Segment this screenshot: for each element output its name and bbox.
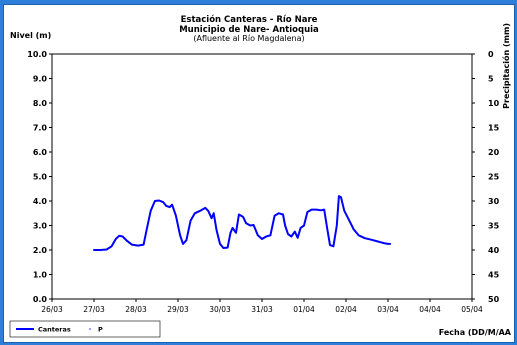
x-tick-label: 31/03 — [251, 305, 273, 314]
chart-panel: Estación Canteras - Río Nare Municipio d… — [3, 4, 515, 343]
x-tick-label: 30/03 — [209, 305, 231, 314]
chart-title: Estación Canteras - Río Nare — [181, 14, 318, 25]
y-tick-label: 9.0 — [33, 75, 48, 84]
x-tick-label: 04/04 — [419, 305, 441, 314]
chart-subtitle-1: Municipio de Nare- Antioquia — [179, 25, 319, 35]
x-tick-label: 02/04 — [335, 305, 357, 314]
y-tick-label: 3.0 — [33, 222, 48, 231]
y2-tick-label: 30 — [488, 197, 500, 206]
x-tick-label: 26/03 — [41, 305, 63, 314]
legend-box — [9, 320, 161, 338]
x-axis-label: Fecha (DD/M/AA — [439, 328, 512, 337]
x-axis-ticks: 26/03 27/03 28/03 29/03 30/03 31/03 01/04 02/04… — [41, 299, 483, 314]
legend: Canteras P — [9, 320, 161, 338]
y2-tick-label: 50 — [488, 295, 500, 304]
x-tick-label: 29/03 — [167, 305, 189, 314]
x-tick-label: 03/04 — [377, 305, 399, 314]
y2-tick-label: 35 — [488, 222, 500, 231]
x-tick-label: 05/04 — [461, 305, 483, 314]
y2-tick-label: 5 — [488, 75, 494, 84]
y2-tick-label: 0 — [488, 50, 494, 59]
x-tick-label: 01/04 — [293, 305, 315, 314]
y2-tick-label: 25 — [488, 173, 500, 182]
y-tick-label: 2.0 — [33, 246, 48, 255]
y-tick-label: 5.0 — [33, 173, 48, 182]
series-line-canteras — [93, 195, 392, 251]
y-axis-label: Nivel (m) — [10, 31, 51, 40]
y2-tick-label: 10 — [488, 99, 500, 108]
y-axis-ticks: 0.0 1.0 2.0 3.0 4.0 5.0 6.0 7.0 8.0 9.0 10.0 — [27, 50, 52, 304]
series-layer — [93, 195, 392, 251]
legend-swatch-p — [89, 328, 91, 330]
y2-tick-label: 40 — [488, 246, 500, 255]
y2-tick-label: 45 — [488, 271, 500, 280]
x-tick-label: 27/03 — [83, 305, 105, 314]
y-tick-label: 1.0 — [33, 271, 48, 280]
legend-label-canteras: Canteras — [38, 326, 71, 334]
y-tick-label: 8.0 — [33, 99, 48, 108]
y2-tick-label: 20 — [488, 148, 500, 157]
plot-area — [51, 53, 473, 300]
y-tick-label: 0.0 — [33, 295, 48, 304]
y-tick-label: 10.0 — [27, 50, 47, 59]
legend-label-p: P — [98, 326, 103, 334]
y-tick-label: 7.0 — [33, 124, 48, 133]
y2-axis-label: Precipitación (mm) — [501, 23, 511, 109]
y2-axis-ticks: 0 5 10 15 20 25 30 35 40 45 50 — [472, 50, 500, 304]
chart-svg: Estación Canteras - Río Nare Municipio d… — [9, 14, 512, 338]
x-tick-label: 28/03 — [125, 305, 147, 314]
chart-subtitle-2: (Afluente al Río Magdalena) — [193, 34, 304, 43]
y-tick-label: 4.0 — [33, 197, 48, 206]
y2-tick-label: 15 — [488, 124, 500, 133]
y-tick-label: 6.0 — [33, 148, 48, 157]
